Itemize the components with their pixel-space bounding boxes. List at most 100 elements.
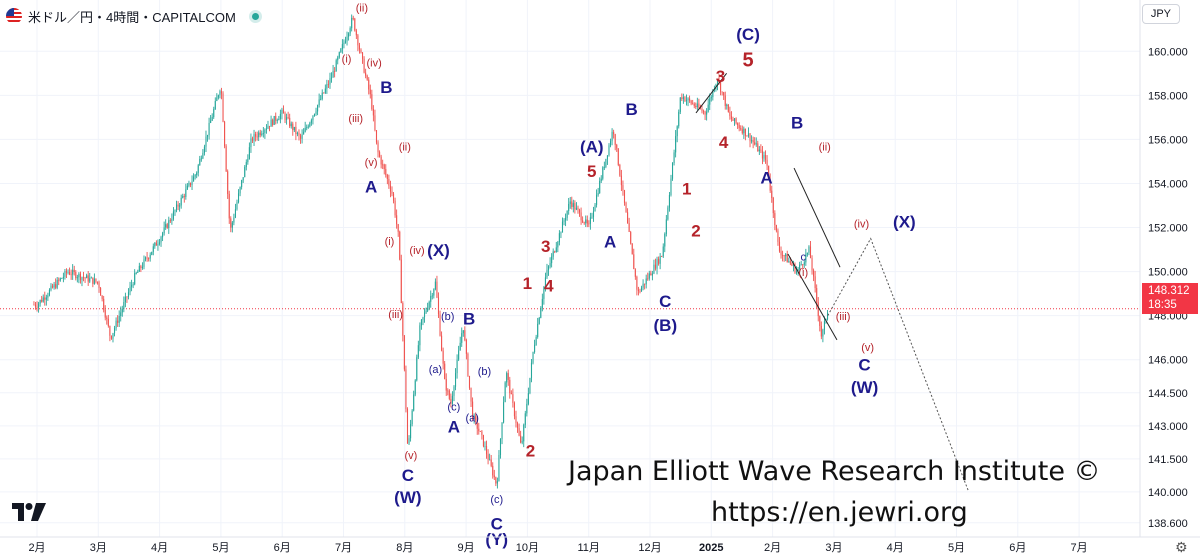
currency-button[interactable]: JPY — [1141, 4, 1180, 24]
candle-body — [704, 111, 706, 115]
candle-body — [193, 176, 195, 182]
wave-label: (ii) — [819, 141, 831, 153]
candle-body — [472, 401, 474, 420]
candle-body — [306, 127, 308, 129]
candle-body — [174, 210, 176, 212]
candle-body — [380, 156, 382, 165]
candle-body — [596, 194, 598, 205]
candle-body — [623, 190, 626, 203]
candle-body — [110, 335, 112, 339]
candle-body — [757, 143, 759, 152]
candle-body — [112, 333, 114, 339]
candle-body — [129, 286, 131, 293]
candle-body — [194, 174, 196, 177]
wave-labels: (ii) (i) (iv) B (iii) (ii) (v) A (i) (iv) (iii) (v)… — [342, 3, 916, 549]
candle-body — [538, 317, 540, 324]
wave-label: A — [604, 232, 616, 251]
candle-body — [752, 140, 754, 143]
candle-body — [589, 217, 591, 224]
candle-body — [188, 182, 190, 186]
candle-body — [213, 109, 215, 118]
wave-label: (iii) — [348, 113, 363, 125]
candle-body — [323, 92, 325, 94]
candle-body — [278, 118, 280, 121]
candle-body — [214, 101, 216, 110]
candle-body — [402, 303, 404, 336]
wave-label: (iv) — [367, 58, 382, 70]
candle-body — [276, 120, 278, 121]
chart-title[interactable]: 米ドル／円・4時間・CAPITALCOM — [28, 9, 236, 25]
candle-body — [730, 116, 732, 120]
candle-body — [668, 195, 670, 208]
candle-body — [760, 149, 762, 151]
candle-body — [797, 269, 799, 272]
wave-label: (v) — [365, 157, 378, 169]
candle-body — [577, 207, 579, 210]
candle-body — [307, 126, 309, 128]
candle-body — [284, 113, 286, 120]
candle-body — [791, 263, 793, 266]
tradingview-logo-icon[interactable] — [12, 503, 46, 521]
candle-body — [70, 274, 72, 276]
wave-label: 4 — [544, 276, 554, 295]
candle-body — [399, 231, 401, 260]
candle-body — [273, 116, 275, 125]
candle-body — [549, 263, 551, 267]
wave-label: (X) — [427, 241, 450, 260]
candle-body — [62, 276, 64, 279]
candle-body — [611, 131, 613, 142]
candle-body — [241, 180, 243, 188]
wave-label: (a) — [429, 364, 442, 376]
candle-body — [647, 278, 649, 280]
wave-label: (iii) — [836, 311, 851, 323]
candle-body — [318, 99, 320, 106]
candle-body — [510, 393, 512, 395]
candle-body — [244, 167, 246, 178]
candle-body — [44, 297, 46, 300]
candle-body — [670, 178, 672, 196]
candle-body — [326, 84, 328, 89]
wave-label: 1 — [523, 274, 532, 293]
candle-body — [605, 158, 607, 167]
us-flag-icon — [6, 8, 22, 24]
candle-body — [580, 212, 582, 221]
candle-body — [473, 415, 475, 420]
candle-body — [476, 419, 478, 429]
wave-label: B — [791, 113, 803, 132]
candle-body — [599, 181, 601, 194]
candle-body — [148, 258, 150, 260]
candle-body — [820, 325, 822, 337]
candle-body — [594, 204, 596, 212]
wave-label: (C) — [736, 25, 760, 44]
candle-body — [250, 138, 252, 148]
candle-body — [329, 78, 331, 85]
candle-body — [475, 415, 477, 420]
y-tick-label: 144.500 — [1148, 388, 1188, 400]
candle-body — [427, 308, 429, 311]
candle-body — [532, 352, 534, 363]
candle-body — [468, 375, 471, 388]
candle-body — [729, 111, 731, 117]
candle-body — [196, 172, 198, 175]
candle-body — [202, 152, 204, 159]
candle-body — [795, 271, 798, 273]
candle-body — [799, 264, 801, 270]
candle-body — [434, 281, 436, 290]
candle-body — [637, 289, 639, 291]
candle-body — [702, 111, 705, 112]
candle-body — [38, 303, 40, 308]
candle-body — [120, 312, 122, 317]
candle-body — [543, 287, 545, 299]
candle-body — [317, 105, 319, 112]
candle-body — [160, 237, 162, 243]
candle-body — [272, 119, 274, 125]
candle-body — [255, 134, 257, 137]
candle-body — [662, 246, 664, 257]
settings-gear-icon[interactable]: ⚙ — [1175, 539, 1188, 555]
candle-body — [265, 128, 267, 130]
candle-body — [165, 224, 167, 228]
candle-body — [684, 97, 686, 102]
candle-body — [366, 75, 368, 80]
candle-body — [389, 185, 391, 192]
